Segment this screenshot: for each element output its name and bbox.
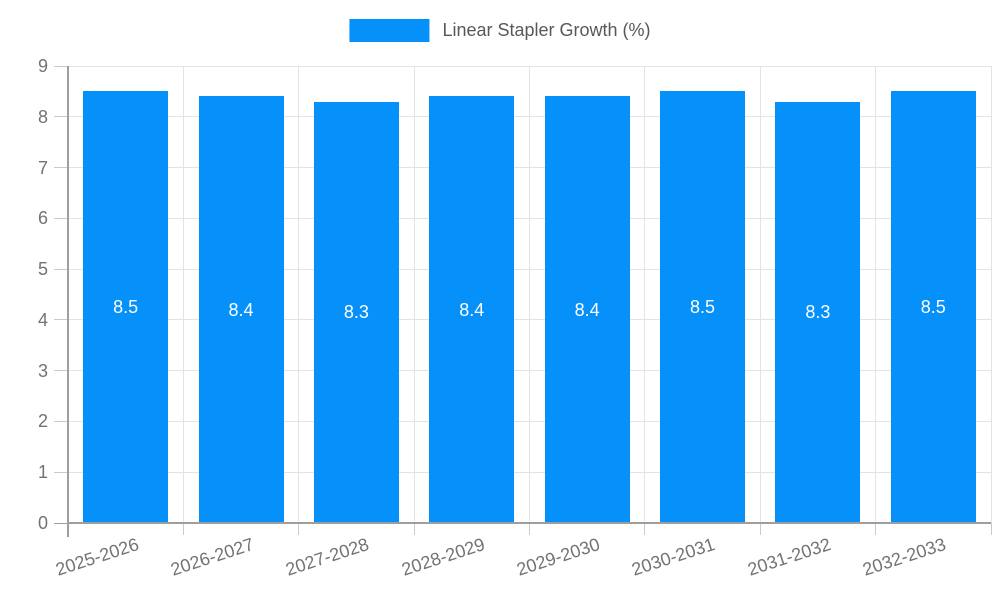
x-axis-tick-label: 2030-2031 [629,534,718,580]
bar[interactable] [198,96,284,523]
x-axis-tick [759,523,761,535]
legend[interactable]: Linear Stapler Growth (%) [349,19,651,42]
x-gridline [990,66,992,523]
y-axis-tick-label: 8 [37,106,48,127]
y-axis-tick-label: 1 [37,462,48,483]
legend-label: Linear Stapler Growth (%) [442,20,651,40]
y-axis-tick [54,420,68,422]
x-axis-tick-label: 2028-2029 [398,534,487,580]
x-axis-tick-label: 2027-2028 [283,534,372,580]
y-axis-tick-label: 0 [37,513,48,533]
y-axis-tick [54,268,68,270]
y-axis-tick [54,522,68,524]
y-axis-tick [54,65,68,67]
legend-swatch [349,19,430,42]
bar[interactable] [429,96,515,523]
x-axis-tick [644,523,646,535]
x-axis-tick [875,523,877,535]
bar[interactable] [775,101,861,523]
x-gridline [875,66,877,523]
y-axis-tick-label: 3 [37,360,48,381]
bar[interactable] [83,91,169,523]
x-axis-tick [298,523,300,535]
y-axis-line [67,66,69,537]
y-axis-tick [54,471,68,473]
x-axis-tick [529,523,530,535]
x-gridline [529,66,530,523]
bar[interactable] [313,101,399,523]
x-gridline [182,66,184,523]
y-axis-tick [54,217,68,219]
x-axis-tick [413,523,415,535]
x-gridline [298,66,300,523]
x-gridline [413,66,415,523]
y-axis-tick-label: 5 [37,259,48,280]
x-axis-tick [182,523,184,535]
x-axis-tick-label: 2026-2027 [168,534,257,580]
x-gridline [759,66,761,523]
x-axis-tick-label: 2029-2030 [514,534,603,580]
y-axis-tick [54,167,68,169]
y-axis-tick [54,370,68,372]
x-axis-tick [990,523,992,535]
y-axis-tick-label: 7 [37,157,48,178]
y-axis-tick-label: 6 [37,208,48,229]
x-gridline [644,66,646,523]
y-axis-tick [54,116,68,118]
y-axis-tick-label: 2 [37,411,48,432]
y-axis-tick-label: 4 [37,309,48,330]
bar[interactable] [660,91,746,523]
x-axis-tick-label: 2025-2026 [52,534,141,580]
x-axis-line [68,522,991,524]
x-axis-tick-label: 2031-2032 [745,534,834,580]
x-axis-tick-label: 2032-2033 [860,534,949,580]
y-axis-tick [54,319,68,321]
bar[interactable] [890,91,976,523]
bar[interactable] [544,96,630,523]
y-axis-tick-label: 9 [37,56,48,76]
